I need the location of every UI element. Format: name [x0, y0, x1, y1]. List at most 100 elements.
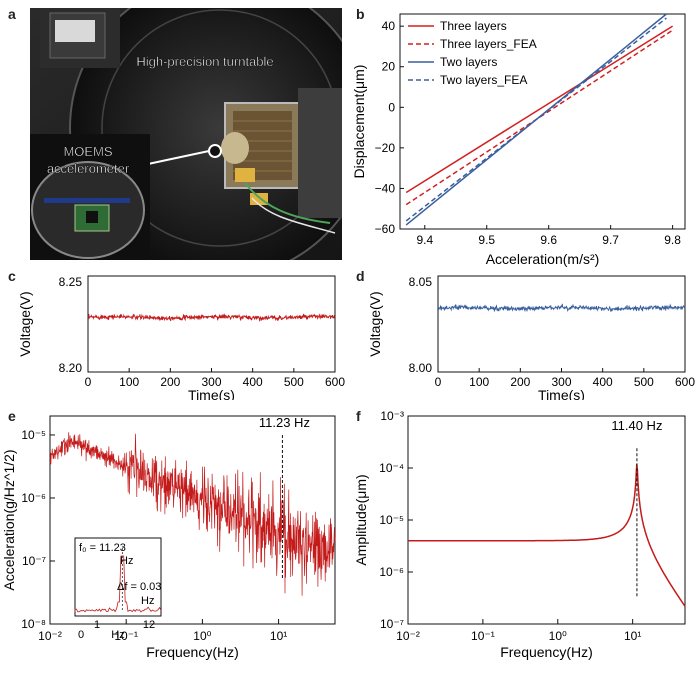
- x-axis-label: Time(s): [538, 387, 585, 400]
- y-tick-label: 10⁻⁷: [22, 554, 46, 568]
- photo-callouts: High-precision turntable MOEMS accelerom…: [47, 54, 274, 176]
- plot-frame: [87, 275, 336, 373]
- x-tick-label: 500: [284, 375, 304, 389]
- x-tick-label: 200: [510, 375, 530, 389]
- x-tick-label: 10⁰: [193, 629, 211, 643]
- x-axis-label: Frequency(Hz): [146, 644, 239, 660]
- x-tick-label: 100: [119, 375, 139, 389]
- y-tick-label: 40: [382, 19, 396, 33]
- plot-frame: [399, 13, 686, 230]
- chart-voltage-two-layers: 0 100 200 300 400 500 600 8.05 8.00 Time(s) Voltag…: [367, 275, 695, 400]
- x-tick-label: 0: [435, 375, 442, 389]
- callout-turntable-line1: High-precision turntable: [136, 54, 273, 69]
- x-tick-label: 10⁻¹: [471, 629, 495, 643]
- series-line: [87, 313, 336, 322]
- plot-frame: [437, 275, 686, 373]
- y-tick-label: 10⁻⁶: [379, 565, 404, 579]
- y-tick-label: 10⁻⁵: [21, 428, 46, 442]
- plot-frame: [407, 415, 686, 625]
- inset-x-tick-label: 0: [78, 629, 84, 641]
- inset-x-axis-label: Hz: [111, 629, 124, 641]
- callout-moems-line2: accelerometer: [47, 161, 130, 176]
- frequency-response-line: [408, 464, 686, 607]
- panel-label-e: e: [8, 408, 16, 424]
- legend-label: Three layers: [440, 19, 507, 33]
- x-tick-label: 500: [634, 375, 654, 389]
- x-axis-label: Frequency(Hz): [500, 644, 593, 660]
- x-axis-label: Acceleration(m/s²): [486, 251, 600, 267]
- panel-label-a: a: [8, 6, 16, 22]
- x-tick-label: 100: [469, 375, 489, 389]
- y-tick-label: 0: [388, 100, 395, 114]
- series-line-1: [405, 25, 674, 194]
- turntable-photo: [30, 8, 342, 260]
- x-tick-label: 9.6: [540, 233, 557, 247]
- y-tick-label: 8.25: [59, 275, 83, 289]
- y-axis-label: Voltage(V): [367, 291, 383, 356]
- chart-amplitude-frequency-response: 10⁻² 10⁻¹ 10⁰ 10¹ 10⁻³ 10⁻⁴ 10⁻⁵ 10⁻⁶ 10⁻⁷ Freque…: [353, 409, 686, 660]
- panel-label-c: c: [8, 268, 16, 284]
- callout-moems-line1: MOEMS: [63, 144, 112, 159]
- x-tick-label: 10¹: [270, 629, 287, 643]
- peak-annotation: 11.40 Hz: [611, 418, 662, 433]
- chart-voltage-three-layers: 0 100 200 300 400 500 600 8.25 8.20 Time(s) Voltag…: [17, 275, 345, 400]
- x-axis-label: Time(s): [188, 387, 235, 400]
- y-tick-label: −40: [375, 181, 396, 195]
- x-tick-label: 10⁻¹: [114, 629, 138, 643]
- series-line-2: [405, 29, 674, 206]
- x-tick-label: 400: [593, 375, 613, 389]
- y-tick-label: 8.00: [409, 361, 433, 375]
- x-tick-label: 9.5: [478, 233, 495, 247]
- y-tick-label: 10⁻⁷: [380, 617, 404, 631]
- legend-label: Three layers_FEA: [440, 37, 537, 51]
- x-tick-label: 300: [201, 375, 221, 389]
- y-tick-label: 10⁻⁵: [379, 513, 404, 527]
- x-tick-label: 600: [325, 375, 345, 389]
- legend-label: Two layers: [440, 55, 497, 69]
- panel-label-f: f: [356, 408, 361, 424]
- inset-df-unit: Hz: [141, 595, 154, 607]
- x-tick-label: 9.4: [416, 233, 433, 247]
- y-tick-label: 20: [382, 60, 396, 74]
- inset-df-label: Δf = 0.03: [117, 581, 161, 593]
- series-line-4: [405, 17, 667, 222]
- x-tick-label: 10⁰: [549, 629, 567, 643]
- y-tick-label: 10⁻³: [380, 409, 404, 423]
- y-tick-label: 8.20: [59, 361, 83, 375]
- x-tick-label: 10⁻²: [38, 629, 62, 643]
- noise-spectrum-line: [49, 432, 336, 596]
- panel-label-b: b: [356, 6, 365, 22]
- x-tick-label: 0: [85, 375, 92, 389]
- series-line: [437, 303, 686, 313]
- y-tick-label: 8.05: [409, 275, 433, 289]
- x-tick-label: 10⁻²: [396, 629, 420, 643]
- x-tick-label: 200: [160, 375, 180, 389]
- y-axis-label: Amplitude(μm): [353, 474, 369, 565]
- legend-label: Two layers_FEA: [440, 73, 527, 87]
- x-tick-label: 10¹: [624, 629, 641, 643]
- peak-annotation: 11.23 Hz: [259, 415, 310, 430]
- y-axis-label: Voltage(V): [17, 291, 33, 356]
- inset-x-tick-label: 1: [94, 619, 100, 631]
- y-tick-label: −20: [375, 141, 396, 155]
- inset-f0-unit: Hz: [120, 555, 133, 567]
- inset-x-tick-label: 12: [143, 619, 155, 631]
- y-axis-label: Acceleration(g/Hz^1/2): [1, 449, 17, 590]
- inset-spectrum-line: [74, 555, 162, 613]
- chart-displacement-vs-acceleration: 9.4 9.5 9.6 9.7 9.8 40 20 0 −20 −40 −60 Acceleratio…: [351, 13, 686, 267]
- y-axis-label: Displacement(μm): [351, 65, 367, 179]
- x-tick-label: 9.7: [602, 233, 619, 247]
- x-tick-label: 9.8: [664, 233, 681, 247]
- chart-acceleration-noise-spectrum: 10⁻² 10⁻¹ 10⁰ 10¹ 10⁻⁵ 10⁻⁶ 10⁻⁷ 10⁻⁸ Frequency(…: [1, 415, 336, 660]
- y-tick-label: 10⁻⁸: [21, 617, 46, 631]
- photo-panel: High-precision turntable MOEMS accelerom…: [30, 8, 342, 260]
- y-tick-label: 10⁻⁴: [379, 461, 404, 475]
- x-tick-label: 600: [675, 375, 695, 389]
- y-tick-label: 10⁻⁶: [21, 491, 46, 505]
- x-tick-label: 400: [243, 375, 263, 389]
- plot-frame: [49, 415, 336, 625]
- x-tick-label: 300: [551, 375, 571, 389]
- y-tick-label: −60: [375, 222, 396, 236]
- panel-label-d: d: [356, 268, 365, 284]
- inset-f0-label: f₀ = 11.23: [79, 542, 126, 554]
